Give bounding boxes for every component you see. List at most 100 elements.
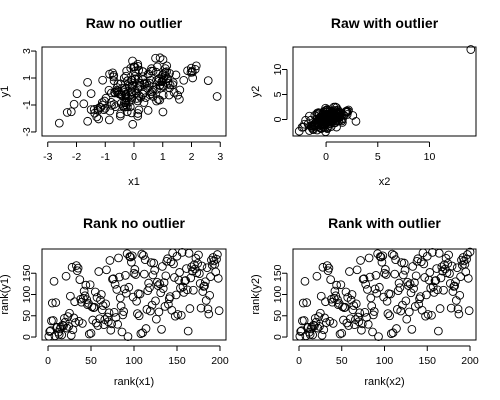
data-point <box>185 304 195 313</box>
data-point <box>399 258 409 268</box>
data-point <box>69 99 79 109</box>
data-point <box>85 280 95 290</box>
data-point <box>164 294 174 304</box>
data-point <box>207 260 217 270</box>
data-point <box>330 105 339 115</box>
data-point <box>105 69 114 79</box>
data-point <box>367 301 377 311</box>
data-point <box>101 299 110 309</box>
data-point <box>107 100 116 110</box>
data-point <box>196 303 206 313</box>
data-point <box>463 273 473 283</box>
data-point <box>203 76 213 85</box>
data-point <box>430 276 440 286</box>
data-point <box>333 300 343 310</box>
data-point <box>113 79 123 89</box>
data-point <box>47 298 57 308</box>
data-point <box>171 70 181 80</box>
data-point <box>370 284 380 294</box>
data-point <box>438 266 447 276</box>
data-point <box>136 92 146 102</box>
data-points <box>295 247 475 341</box>
data-point <box>296 327 306 336</box>
data-point <box>60 313 69 323</box>
y-axis-label: rank(y2) <box>250 274 262 314</box>
data-point <box>113 319 123 329</box>
y-axis-label: y2 <box>250 86 262 98</box>
data-point <box>364 253 374 263</box>
x-tick-label: -2 <box>72 151 81 163</box>
data-point <box>188 285 198 295</box>
data-point <box>432 264 442 273</box>
data-point <box>66 291 75 301</box>
data-point <box>297 326 306 335</box>
data-point <box>153 281 163 290</box>
data-point <box>170 273 179 282</box>
data-point <box>335 329 345 339</box>
data-point <box>94 114 103 124</box>
panel-title: Raw with outlier <box>331 15 439 31</box>
data-point <box>121 288 131 298</box>
data-point <box>171 290 181 300</box>
data-point <box>165 83 174 93</box>
data-point <box>98 100 107 110</box>
data-point <box>78 319 87 328</box>
data-point <box>353 312 363 322</box>
data-point <box>421 311 430 321</box>
data-point <box>91 318 101 328</box>
data-point <box>157 325 166 334</box>
data-point <box>163 74 173 84</box>
data-point <box>422 251 432 261</box>
data-point <box>122 93 131 103</box>
data-point <box>191 254 201 263</box>
data-point <box>429 288 439 297</box>
data-point <box>152 277 162 287</box>
data-point <box>179 288 189 297</box>
outlier-point <box>465 247 475 257</box>
data-point <box>388 328 398 338</box>
data-point <box>83 77 92 87</box>
data-point <box>102 312 112 322</box>
data-point <box>352 265 362 275</box>
data-point <box>411 271 421 281</box>
data-point <box>348 111 358 120</box>
data-point <box>66 330 76 340</box>
data-point <box>456 272 465 281</box>
data-point <box>323 123 332 132</box>
x-axis-label: x1 <box>128 176 140 188</box>
data-point <box>106 325 116 335</box>
data-point <box>191 61 201 71</box>
panel-title: Raw no outlier <box>86 15 183 31</box>
data-point <box>336 280 346 290</box>
x-tick-label: 150 <box>418 355 436 367</box>
data-point <box>182 264 191 273</box>
data-point <box>123 332 133 341</box>
data-point <box>128 56 137 66</box>
data-point <box>362 313 371 322</box>
data-point <box>46 326 55 335</box>
y-tick-label: 150 <box>21 264 33 282</box>
data-point <box>73 263 83 273</box>
outlier-point <box>466 45 476 54</box>
data-point <box>415 294 424 304</box>
data-point <box>105 106 115 116</box>
data-point <box>78 293 88 303</box>
data-point <box>334 299 344 308</box>
data-point <box>357 325 366 335</box>
x-tick-label: 0 <box>323 151 329 163</box>
data-point <box>175 94 184 104</box>
data-point <box>365 272 375 282</box>
data-point <box>341 287 351 297</box>
data-point <box>187 262 196 272</box>
data-point <box>151 53 160 63</box>
y-tick-label: -1 <box>21 100 33 109</box>
data-point <box>363 285 372 294</box>
data-point <box>314 109 324 118</box>
data-point <box>317 330 327 340</box>
data-point <box>324 263 334 273</box>
data-point <box>188 266 197 276</box>
data-point <box>389 251 399 260</box>
data-point <box>183 66 192 76</box>
data-point <box>464 306 474 316</box>
data-point <box>86 89 96 98</box>
